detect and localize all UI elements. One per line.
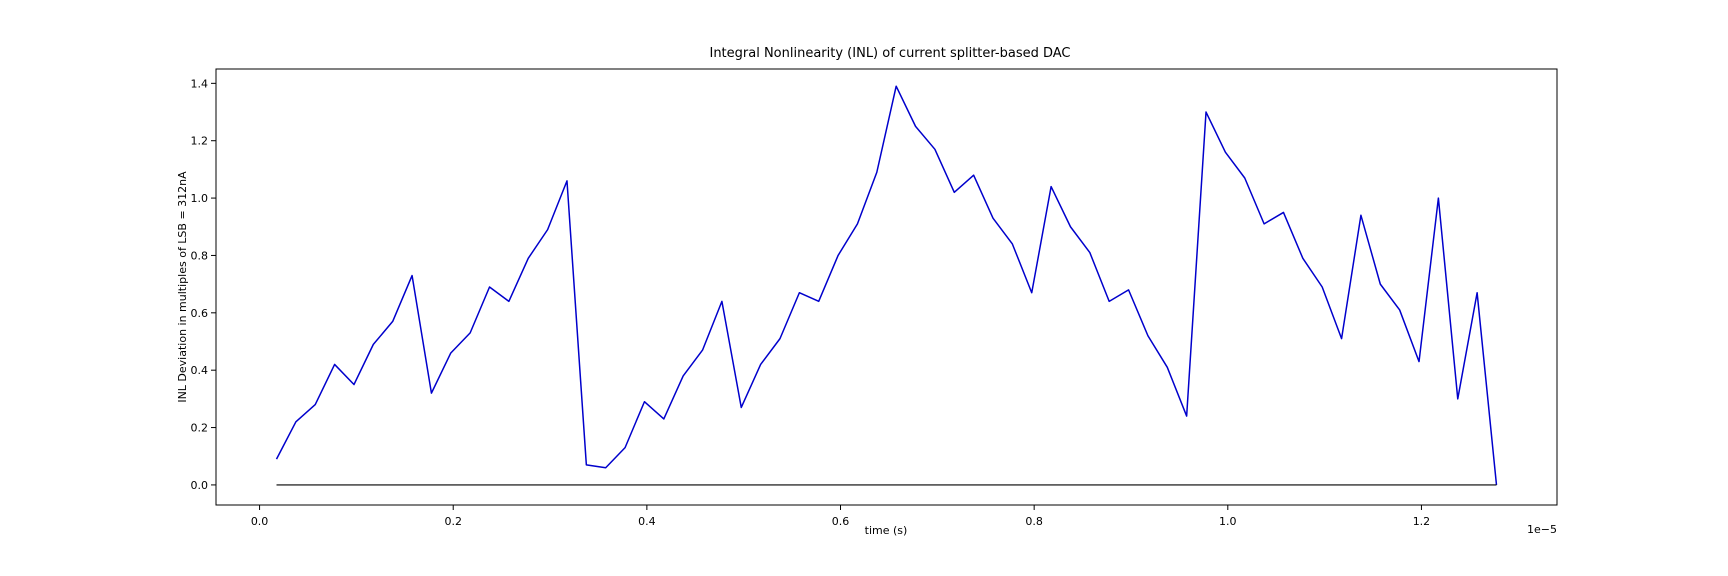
y-tick-label: 0.4: [191, 364, 209, 377]
x-tick-label: 1.0: [1219, 515, 1237, 528]
plot-content: [275, 85, 1498, 486]
series-line-0: [275, 85, 1498, 485]
x-tick-label: 1.2: [1413, 515, 1431, 528]
y-tick-label: 1.0: [191, 192, 209, 205]
y-tick-label: 0.2: [191, 422, 209, 435]
y-tick-label: 0.0: [191, 479, 209, 492]
plot-frame: [215, 68, 1558, 506]
x-axis-label: time (s): [865, 524, 908, 537]
x-tick-label: 0.8: [1025, 515, 1043, 528]
x-tick-label: 0.4: [638, 515, 656, 528]
chart-title: Integral Nonlinearity (INL) of current s…: [709, 46, 1070, 61]
y-tick-label: 1.2: [191, 135, 209, 148]
y-tick-label: 1.4: [191, 77, 209, 90]
x-tick-label: 0.0: [251, 515, 269, 528]
x-tick-label: 0.2: [444, 515, 462, 528]
y-tick-label: 0.6: [191, 307, 209, 320]
y-axis-ticks: 0.0 0.2 0.4 0.6 0.8 1.0 1.2 1.4: [191, 77, 216, 492]
x-offset-label: 1e−5: [1527, 523, 1557, 536]
x-axis-ticks: 0.0 0.2 0.4 0.6 0.8 1.0 1.2: [251, 505, 1430, 528]
y-tick-label: 0.8: [191, 249, 209, 262]
x-tick-label: 0.6: [832, 515, 850, 528]
y-axis-label: INL Deviation in multiples of LSB = 312n…: [176, 171, 189, 403]
